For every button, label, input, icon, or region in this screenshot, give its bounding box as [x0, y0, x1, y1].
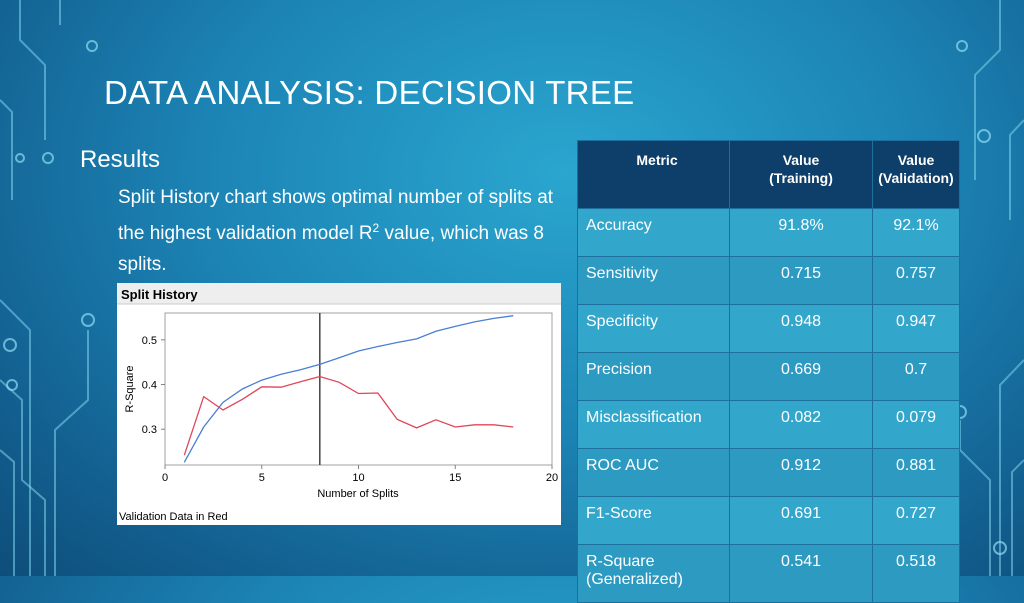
- training-value: 0.541: [729, 544, 873, 603]
- x-axis-label: Number of Splits: [317, 488, 399, 500]
- y-axis-label: R-Square: [124, 365, 136, 412]
- metric-cell: F1-Score: [577, 496, 730, 545]
- validation-value: 0.079: [872, 400, 960, 449]
- header-training-line2: (Training): [769, 170, 833, 186]
- table-header-row: Metric Value (Training) Value (Validation): [577, 140, 960, 209]
- header-validation-line2: (Validation): [878, 170, 954, 186]
- table-row: Specificity 0.948 0.947: [577, 304, 960, 353]
- chart-title: Split History: [121, 287, 198, 302]
- x-tick-label: 10: [352, 472, 364, 484]
- metric-cell: Precision: [577, 352, 730, 401]
- table-row: Accuracy 91.8% 92.1%: [577, 208, 960, 257]
- table-row: Misclassification 0.082 0.079: [577, 400, 960, 449]
- training-series-line: [183, 315, 514, 463]
- table-row: F1-Score 0.691 0.727: [577, 496, 960, 545]
- metrics-table: Metric Value (Training) Value (Validation)…: [577, 140, 960, 603]
- training-value: 0.082: [729, 400, 873, 449]
- metric-cell: Specificity: [577, 304, 730, 353]
- split-history-chart: Split History 0 5 10 15 20 0.3 0.4 0.5 Number o…: [117, 283, 561, 525]
- validation-series-line: [183, 375, 514, 456]
- header-metric: Metric: [577, 140, 730, 209]
- results-text-part1: Split History chart shows optimal number…: [118, 187, 554, 244]
- training-value: 0.669: [729, 352, 873, 401]
- y-tick-label: 0.3: [142, 424, 157, 436]
- results-superscript: 2: [372, 221, 380, 235]
- results-heading: Results: [80, 146, 161, 173]
- training-value: 0.948: [729, 304, 873, 353]
- metric-cell: R-Square (Generalized): [577, 544, 730, 603]
- metric-cell: Sensitivity: [577, 256, 730, 305]
- x-tick-label: 5: [259, 472, 265, 484]
- metric-cell: ROC AUC: [577, 448, 730, 497]
- results-text-part2: value, which was 8 splits.: [118, 223, 544, 275]
- training-value: 91.8%: [729, 208, 873, 257]
- validation-value: 0.947: [872, 304, 960, 353]
- metric-cell: Misclassification: [577, 400, 730, 449]
- validation-value: 0.727: [872, 496, 960, 545]
- training-value: 0.912: [729, 448, 873, 497]
- metric-line1: R-Square: [586, 553, 655, 570]
- x-tick-label: 15: [449, 472, 461, 484]
- metric-line2: (Generalized): [586, 571, 683, 588]
- header-validation: Value (Validation): [872, 140, 960, 209]
- validation-value: 0.881: [872, 448, 960, 497]
- x-tick-label: 20: [546, 472, 558, 484]
- y-tick-label: 0.5: [142, 335, 157, 347]
- header-validation-line1: Value: [897, 152, 935, 168]
- plot-area: [164, 312, 553, 466]
- x-tick-label: 0: [162, 472, 168, 484]
- training-value: 0.715: [729, 256, 873, 305]
- header-training-line1: Value: [782, 152, 820, 168]
- header-training: Value (Training): [729, 140, 873, 209]
- validation-value: 0.518: [872, 544, 960, 603]
- validation-value: 92.1%: [872, 208, 960, 257]
- training-value: 0.691: [729, 496, 873, 545]
- validation-value: 0.757: [872, 256, 960, 305]
- table-row: ROC AUC 0.912 0.881: [577, 448, 960, 497]
- chart-footnote: Validation Data in Red: [119, 511, 228, 523]
- y-tick-label: 0.4: [142, 380, 157, 392]
- results-text: Split History chart shows optimal number…: [118, 182, 568, 280]
- metric-cell: Accuracy: [577, 208, 730, 257]
- table-row: R-Square (Generalized) 0.541 0.518: [577, 544, 960, 603]
- slide-title: DATA ANALYSIS: DECISION TREE: [104, 74, 635, 111]
- header-metric-line1: Metric: [636, 152, 678, 168]
- table-row: Precision 0.669 0.7: [577, 352, 960, 401]
- split-history-panel: Split History 0 5 10 15 20 0.3 0.4 0.5 Number o…: [117, 283, 561, 525]
- table-row: Sensitivity 0.715 0.757: [577, 256, 960, 305]
- validation-value: 0.7: [872, 352, 960, 401]
